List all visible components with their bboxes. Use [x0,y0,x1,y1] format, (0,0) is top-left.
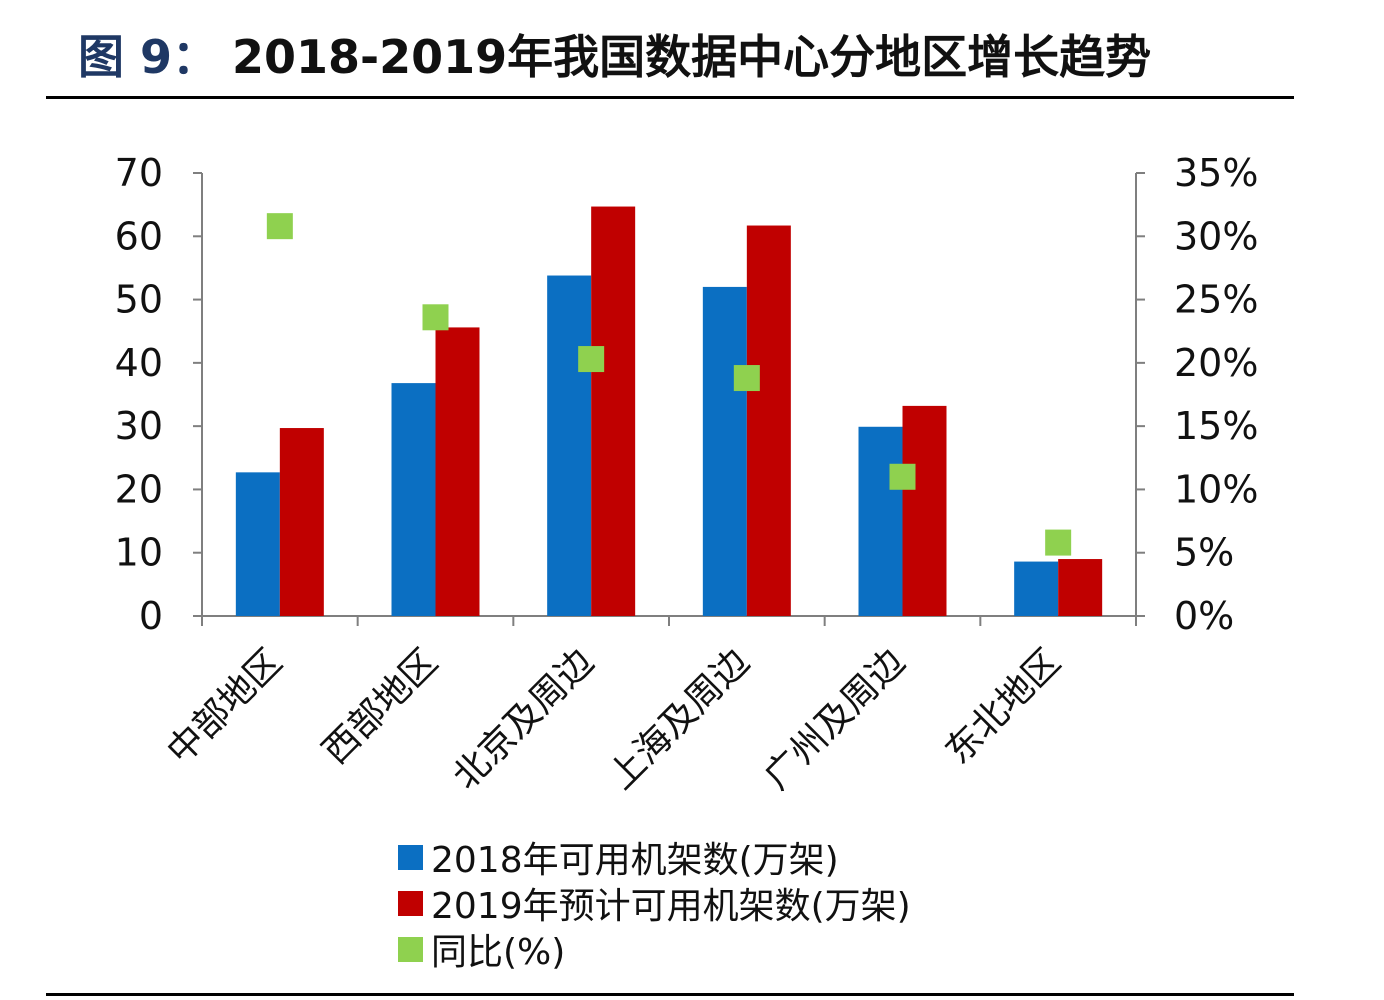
left-y-tick-label: 40 [115,341,163,385]
legend-swatch-2019 [398,890,423,916]
right-y-tick-label: 10% [1174,467,1258,511]
right-y-tick-label: 20% [1174,341,1258,385]
bar-2019 [435,327,480,616]
legend-item-2018: 2018年可用机架数(万架) [398,834,911,881]
bar-2019 [746,225,791,616]
yoy-marker [578,346,605,373]
yoy-marker [266,213,293,240]
yoy-marker [889,463,916,490]
right-y-tick-label: 35% [1174,151,1258,195]
right-y-tick-label: 5% [1174,531,1234,575]
yoy-marker [422,304,449,331]
chart: 0 10 20 30 40 50 60 70 0% 5% 10% 15% 20% 25% 30% 35% 中部地… [115,151,1259,798]
chart-axes [193,172,1145,626]
left-y-tick-label: 10 [115,531,163,575]
legend-swatch-2018 [398,844,423,870]
right-y-tick-label: 0% [1174,594,1234,638]
chart-markers [266,213,1072,556]
x-category-label: 中部地区 [159,641,290,772]
x-category-label: 西部地区 [315,641,446,772]
legend-swatch-yoy [398,936,423,962]
right-y-tick-label: 25% [1174,278,1258,322]
x-category-label: 北京及周边 [445,641,601,797]
bar-2019 [591,206,636,616]
yoy-marker [733,365,760,392]
title-rule [46,96,1294,99]
bottom-rule [46,993,1294,996]
right-y-tick-label: 30% [1174,214,1258,258]
left-y-tick-label: 20 [115,467,163,511]
legend-label-2018: 2018年可用机架数(万架) [431,840,839,881]
bar-2019 [902,405,947,616]
left-y-tick-label: 50 [115,278,163,322]
chart-bars [235,206,1103,616]
bar-2018 [1014,561,1059,616]
bar-2018 [702,286,747,616]
legend-item-yoy: 同比(%) [398,926,911,973]
x-category-label: 东北地区 [938,641,1069,772]
chart-legend: 2018年可用机架数(万架) 2019年预计可用机架数(万架) 同比(%) [398,834,911,973]
bar-2019 [279,428,324,616]
x-category-label: 上海及周边 [601,641,757,797]
legend-label-yoy: 同比(%) [431,932,566,973]
left-y-tick-label: 60 [115,214,163,258]
left-y-tick-label: 0 [139,594,163,638]
left-y-tick-label: 70 [115,151,163,195]
bar-2018 [235,472,280,616]
left-y-tick-label: 30 [115,404,163,448]
bar-2018 [391,383,436,616]
right-y-tick-label: 15% [1174,404,1258,448]
legend-item-2019: 2019年预计可用机架数(万架) [398,880,911,927]
figure-title-text: 2018-2019年我国数据中心分地区增长趋势 [232,30,1152,84]
bar-2018 [547,275,592,616]
legend-label-2019: 2019年预计可用机架数(万架) [431,886,911,927]
bar-2018 [858,426,903,616]
bar-2019 [1058,559,1103,616]
x-category-label: 广州及周边 [757,641,913,797]
yoy-marker [1045,529,1072,556]
figure-number: 图 9： [78,30,219,84]
figure-title: 图 9： 2018-2019年我国数据中心分地区增长趋势 [78,22,1151,86]
